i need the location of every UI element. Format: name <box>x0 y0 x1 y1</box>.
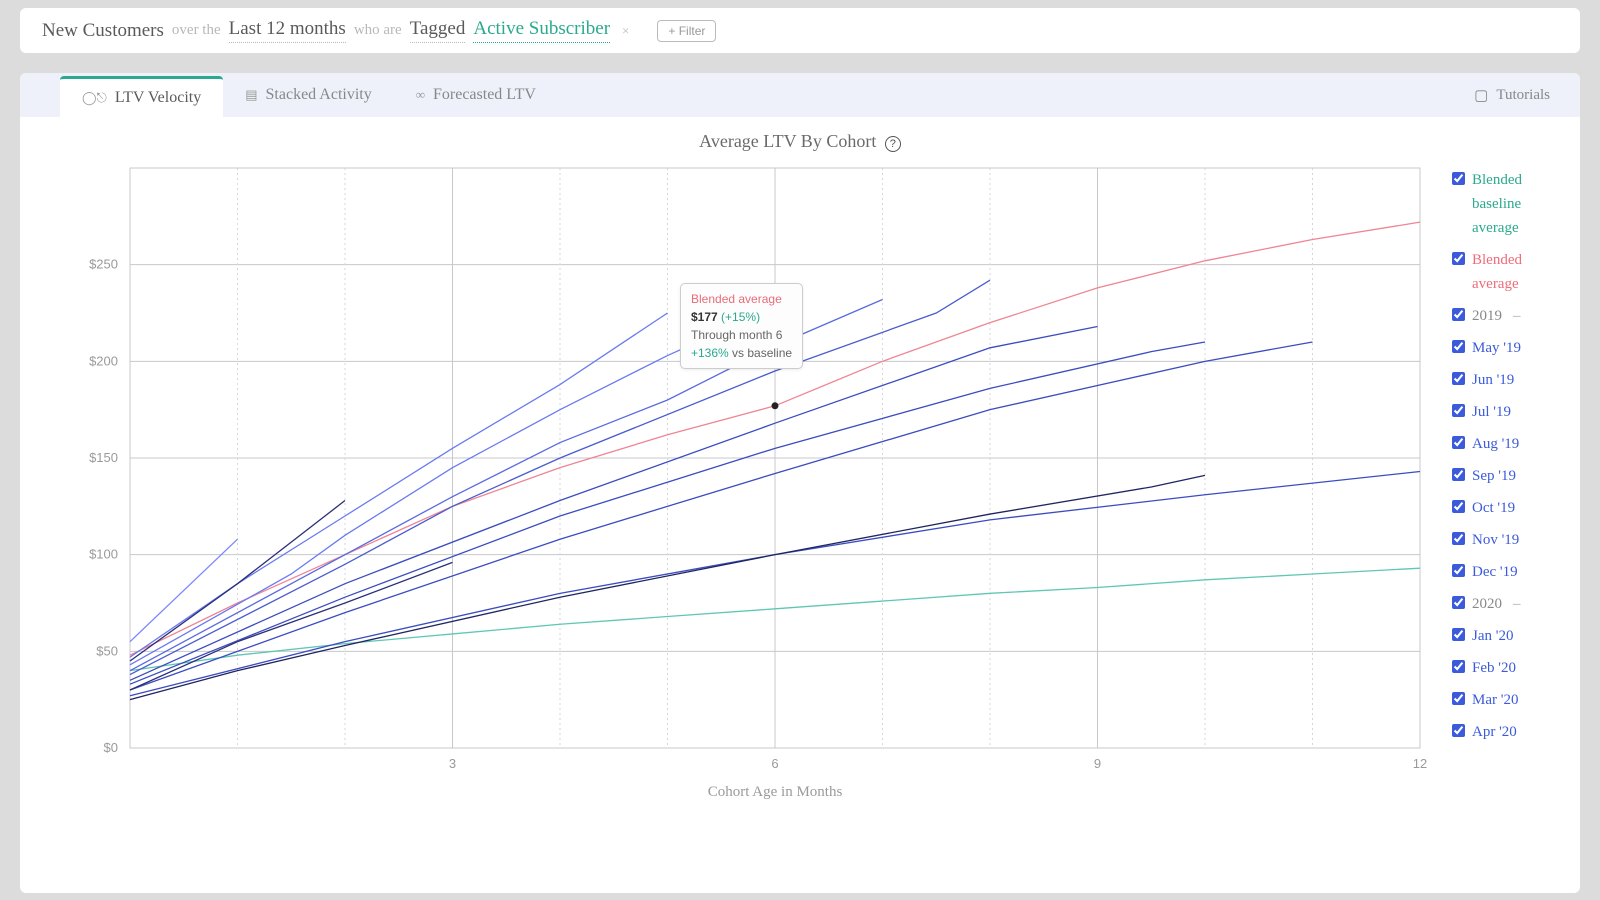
legend-checkbox[interactable] <box>1452 172 1465 185</box>
tooltip-pct: (+15%) <box>721 310 760 324</box>
tabs-row: ◯⎋ LTV Velocity ▤ Stacked Activity ∞ For… <box>20 73 1580 117</box>
legend-item[interactable]: Blended average <box>1452 248 1560 296</box>
tab-label: Stacked Activity <box>266 86 372 104</box>
chart-area: $0 $50 $100 $150 $200 $250 3 6 9 12 Cohort Age in … <box>70 158 1440 808</box>
legend-label: Jun '19 <box>1472 368 1514 392</box>
legend-item[interactable]: Dec '19 <box>1452 560 1560 584</box>
legend-label: 2020 <box>1472 592 1502 616</box>
filter-over-the: over the <box>172 22 221 39</box>
add-filter-button[interactable]: + Filter <box>657 20 716 42</box>
tooltip-vs: +136% <box>691 346 729 360</box>
legend-item[interactable]: Feb '20 <box>1452 656 1560 680</box>
tooltip-through: Through month 6 <box>691 326 792 344</box>
filter-period[interactable]: Last 12 months <box>229 18 346 43</box>
chart-wrap: $0 $50 $100 $150 $200 $250 3 6 9 12 Cohort Age in … <box>20 158 1580 808</box>
svg-text:$100: $100 <box>89 547 118 562</box>
legend-checkbox[interactable] <box>1452 468 1465 481</box>
legend-item[interactable]: Jul '19 <box>1452 400 1560 424</box>
tab-forecasted-ltv[interactable]: ∞ Forecasted LTV <box>394 76 558 114</box>
tutorials-label: Tutorials <box>1496 87 1550 104</box>
legend-checkbox[interactable] <box>1452 692 1465 705</box>
forecast-icon: ∞ <box>416 87 425 103</box>
remove-tag-icon[interactable]: × <box>622 23 629 39</box>
filter-new-customers: New Customers <box>42 20 164 42</box>
legend-item[interactable]: Jan '20 <box>1452 624 1560 648</box>
legend-label: Apr '20 <box>1472 720 1517 744</box>
tutorials-link[interactable]: ▢ Tutorials <box>1474 86 1550 105</box>
svg-text:6: 6 <box>771 756 778 771</box>
svg-text:12: 12 <box>1413 756 1427 771</box>
filter-bar: New Customers over the Last 12 months wh… <box>20 8 1580 53</box>
legend: Blended baseline average Blended average 2… <box>1440 158 1560 808</box>
legend-item[interactable]: Apr '20 <box>1452 720 1560 744</box>
filter-tag-value[interactable]: Active Subscriber <box>473 18 610 43</box>
tab-ltv-velocity[interactable]: ◯⎋ LTV Velocity <box>60 76 223 117</box>
legend-item[interactable]: May '19 <box>1452 336 1560 360</box>
legend-item[interactable]: Blended baseline average <box>1452 168 1560 240</box>
legend-collapse-icon[interactable]: – <box>1513 592 1521 616</box>
legend-label: Jul '19 <box>1472 400 1511 424</box>
legend-item[interactable]: Oct '19 <box>1452 496 1560 520</box>
chart-tooltip: Blended average $177 (+15%) Through mont… <box>680 283 803 369</box>
legend-label: 2019 <box>1472 304 1502 328</box>
legend-checkbox[interactable] <box>1452 372 1465 385</box>
svg-text:$50: $50 <box>96 643 118 658</box>
legend-item[interactable]: 2019– <box>1452 304 1560 328</box>
legend-item[interactable]: 2020– <box>1452 592 1560 616</box>
legend-checkbox[interactable] <box>1452 500 1465 513</box>
svg-text:Cohort Age in Months: Cohort Age in Months <box>708 784 843 800</box>
legend-checkbox[interactable] <box>1452 724 1465 737</box>
svg-text:$150: $150 <box>89 450 118 465</box>
legend-collapse-icon[interactable]: – <box>1513 304 1521 328</box>
legend-checkbox[interactable] <box>1452 252 1465 265</box>
legend-label: Mar '20 <box>1472 688 1518 712</box>
chart-title: Average LTV By Cohort <box>699 131 876 151</box>
legend-label: Oct '19 <box>1472 496 1515 520</box>
legend-label: Nov '19 <box>1472 528 1519 552</box>
svg-text:3: 3 <box>449 756 456 771</box>
legend-item[interactable]: Jun '19 <box>1452 368 1560 392</box>
svg-text:9: 9 <box>1094 756 1101 771</box>
svg-text:$200: $200 <box>89 353 118 368</box>
legend-checkbox[interactable] <box>1452 340 1465 353</box>
legend-label: May '19 <box>1472 336 1521 360</box>
filter-tagged[interactable]: Tagged <box>410 18 466 43</box>
filter-who-are: who are <box>354 22 402 39</box>
tutorials-icon: ▢ <box>1474 86 1488 105</box>
legend-checkbox[interactable] <box>1452 564 1465 577</box>
legend-item[interactable]: Mar '20 <box>1452 688 1560 712</box>
legend-checkbox[interactable] <box>1452 628 1465 641</box>
legend-label: Jan '20 <box>1472 624 1513 648</box>
main-panel: ◯⎋ LTV Velocity ▤ Stacked Activity ∞ For… <box>20 73 1580 893</box>
legend-label: Dec '19 <box>1472 560 1518 584</box>
tab-label: LTV Velocity <box>115 89 201 107</box>
legend-item[interactable]: Aug '19 <box>1452 432 1560 456</box>
legend-label: Feb '20 <box>1472 656 1516 680</box>
legend-checkbox[interactable] <box>1452 660 1465 673</box>
svg-text:$0: $0 <box>104 740 118 755</box>
svg-text:$250: $250 <box>89 257 118 272</box>
legend-item[interactable]: Sep '19 <box>1452 464 1560 488</box>
legend-checkbox[interactable] <box>1452 308 1465 321</box>
stack-icon: ▤ <box>245 87 257 103</box>
legend-label: Aug '19 <box>1472 432 1519 456</box>
legend-checkbox[interactable] <box>1452 596 1465 609</box>
legend-label: Sep '19 <box>1472 464 1516 488</box>
legend-label: Blended baseline average <box>1472 168 1560 240</box>
chart-title-row: Average LTV By Cohort ? <box>20 117 1580 158</box>
tooltip-vs-suffix: vs baseline <box>729 346 792 360</box>
ltv-chart-svg: $0 $50 $100 $150 $200 $250 3 6 9 12 Cohort Age in … <box>70 158 1430 808</box>
tab-stacked-activity[interactable]: ▤ Stacked Activity <box>223 76 394 114</box>
legend-checkbox[interactable] <box>1452 404 1465 417</box>
legend-checkbox[interactable] <box>1452 436 1465 449</box>
help-icon[interactable]: ? <box>885 136 901 152</box>
tab-label: Forecasted LTV <box>433 86 536 104</box>
tooltip-value: $177 <box>691 310 718 324</box>
legend-item[interactable]: Nov '19 <box>1452 528 1560 552</box>
velocity-icon: ◯⎋ <box>82 90 107 106</box>
legend-label: Blended average <box>1472 248 1560 296</box>
tooltip-title: Blended average <box>691 290 792 308</box>
legend-checkbox[interactable] <box>1452 532 1465 545</box>
